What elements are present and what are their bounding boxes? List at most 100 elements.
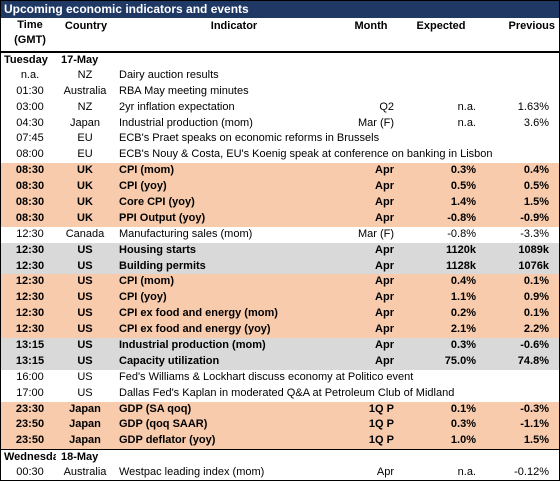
time-cell: 07:45: [16, 132, 44, 145]
time-cell: 12:30: [15, 275, 45, 288]
event-row: 13:15 US Industrial production (mom) Apr 0.3…: [1, 338, 559, 354]
event-row: 16:00 US Fed's Williams & Lockhart discuss…: [1, 370, 559, 386]
time-cell: 12:30: [15, 259, 45, 272]
month-cell: 1Q P: [368, 434, 394, 447]
event-row: 23:50 Japan GDP (qoq SAAR) 1Q P 0.3% -1.1%: [1, 417, 559, 434]
event-row: 12:30 US CPI ex food and energy (mom) Apr 0.…: [1, 306, 559, 323]
indicator-cell: Dairy auction results: [119, 68, 219, 81]
expected-cell: -0.8%: [447, 211, 476, 224]
indicator-cell: Housing starts: [119, 243, 197, 256]
indicator-cell: Industrial production (mom): [119, 339, 266, 352]
time-cell: 12:30: [15, 291, 45, 304]
previous-cell: -0.3%: [520, 402, 549, 415]
time-cell: 17:00: [16, 386, 44, 399]
header-row: Time (GMT) Country Indicator Month Expected P…: [1, 18, 559, 52]
time-cell: 16:00: [16, 370, 44, 383]
event-row: 12:30 Canada Manufacturing sales (mom) Mar …: [1, 227, 559, 243]
table-title: Upcoming economic indicators and events: [1, 1, 559, 18]
indicator-cell: ECB's Praet speaks on economic reforms i…: [119, 132, 380, 145]
day-label: Tuesday: [4, 54, 48, 66]
event-row: 08:30 UK PPI Output (yoy) Apr -0.8% -0.9%: [1, 210, 559, 227]
expected-cell: 1.1%: [450, 291, 476, 304]
event-row: 12:30 US CPI ex food and energy (yoy) Apr 2.…: [1, 322, 559, 339]
previous-cell: 3.6%: [523, 116, 549, 129]
time-cell: n.a.: [20, 68, 40, 81]
event-row: 00:30 Australia Westpac leading index (mom…: [1, 465, 559, 480]
time-cell: 23:50: [15, 434, 45, 447]
event-row: 08:30 UK Core CPI (yoy) Apr 1.4% 1.5%: [1, 195, 559, 211]
indicator-cell: CPI (yoy): [119, 180, 167, 193]
country-cell: UK: [77, 164, 93, 177]
month-cell: Apr: [375, 323, 394, 336]
month-cell: Apr: [375, 196, 394, 209]
indicator-cell: 2yr inflation expectation: [119, 100, 235, 113]
indicator-cell: Building permits: [119, 259, 206, 272]
country-cell: US: [77, 243, 93, 256]
country-cell: US: [77, 386, 93, 399]
expected-cell: 2.1%: [450, 323, 476, 336]
indicator-cell: GDP (qoq SAAR): [119, 418, 208, 431]
month-cell: Apr: [375, 243, 394, 256]
header-cell: Time (GMT): [14, 19, 46, 46]
indicator-cell: PPI Output (yoy): [119, 211, 206, 224]
indicator-cell: ECB's Nouy & Costa, EU's Koenig speak at…: [119, 148, 493, 161]
time-cell: 12:30: [16, 227, 44, 240]
expected-cell: 0.5%: [450, 180, 476, 193]
country-cell: EU: [77, 148, 93, 161]
country-cell: US: [77, 307, 93, 320]
indicator-cell: GDP (SA qoq): [119, 402, 192, 415]
expected-cell: n.a.: [457, 116, 476, 129]
header-cell: Expected: [416, 20, 466, 32]
event-row: 12:30 US CPI (yoy) Apr 1.1% 0.9%: [1, 290, 559, 307]
time-cell: 03:00: [16, 100, 44, 113]
indicator-cell: Core CPI (yoy): [119, 196, 195, 209]
previous-cell: 1076k: [518, 259, 549, 272]
month-cell: Apr: [375, 259, 394, 272]
indicator-cell: Industrial production (mom): [119, 116, 253, 129]
country-cell: US: [77, 275, 93, 288]
country-cell: Japan: [70, 116, 100, 129]
expected-cell: 0.1%: [450, 402, 476, 415]
expected-cell: 0.3%: [450, 418, 476, 431]
previous-cell: -0.6%: [520, 339, 549, 352]
month-cell: Apr: [375, 164, 394, 177]
country-cell: US: [77, 259, 93, 272]
time-cell: 12:30: [15, 307, 45, 320]
country-cell: Japan: [69, 418, 101, 431]
event-row: 08:30 UK CPI (yoy) Apr 0.5% 0.5%: [1, 179, 559, 196]
previous-cell: 0.9%: [523, 291, 549, 304]
time-cell: 08:30: [15, 211, 45, 224]
indicator-cell: RBA May meeting minutes: [119, 84, 249, 97]
indicator-cell: Capacity utilization: [119, 354, 220, 367]
expected-cell: n.a.: [457, 466, 476, 479]
month-cell: Apr: [375, 211, 394, 224]
month-cell: Apr: [376, 466, 394, 479]
time-cell: 08:30: [15, 180, 45, 193]
previous-cell: 0.4%: [523, 164, 549, 177]
previous-cell: 2.2%: [523, 323, 549, 336]
day-row: Tuesday 17-May: [1, 52, 559, 68]
country-cell: US: [77, 339, 93, 352]
time-cell: 12:30: [15, 323, 45, 336]
country-cell: UK: [77, 196, 93, 209]
previous-cell: 0.1%: [523, 307, 549, 320]
event-row: 13:15 US Capacity utilization Apr 75.0% 74.8%: [1, 353, 559, 370]
expected-cell: 1.4%: [450, 196, 476, 209]
country-cell: Australia: [63, 466, 107, 479]
event-row: 17:00 US Dallas Fed's Kaplan in moderated …: [1, 386, 559, 402]
event-row: 07:45 EU ECB's Praet speaks on economic re…: [1, 131, 559, 147]
month-cell: Apr: [375, 339, 394, 352]
previous-cell: 1.5%: [523, 434, 549, 447]
event-row: 12:30 US Housing starts Apr 1120k 1089k: [1, 242, 559, 259]
country-cell: NZ: [77, 100, 93, 113]
previous-cell: 1.63%: [517, 100, 549, 113]
indicator-cell: CPI (mom): [119, 164, 174, 177]
country-cell: Japan: [69, 402, 101, 415]
country-cell: UK: [77, 211, 93, 224]
country-cell: Japan: [69, 434, 101, 447]
table-body: Tuesday 17-May n.a. NZ Dairy auction results…: [1, 52, 559, 480]
event-row: 04:30 Japan Industrial production (mom) Mar…: [1, 116, 559, 132]
expected-cell: 75.0%: [444, 354, 476, 367]
header-cell: Month: [354, 20, 388, 32]
